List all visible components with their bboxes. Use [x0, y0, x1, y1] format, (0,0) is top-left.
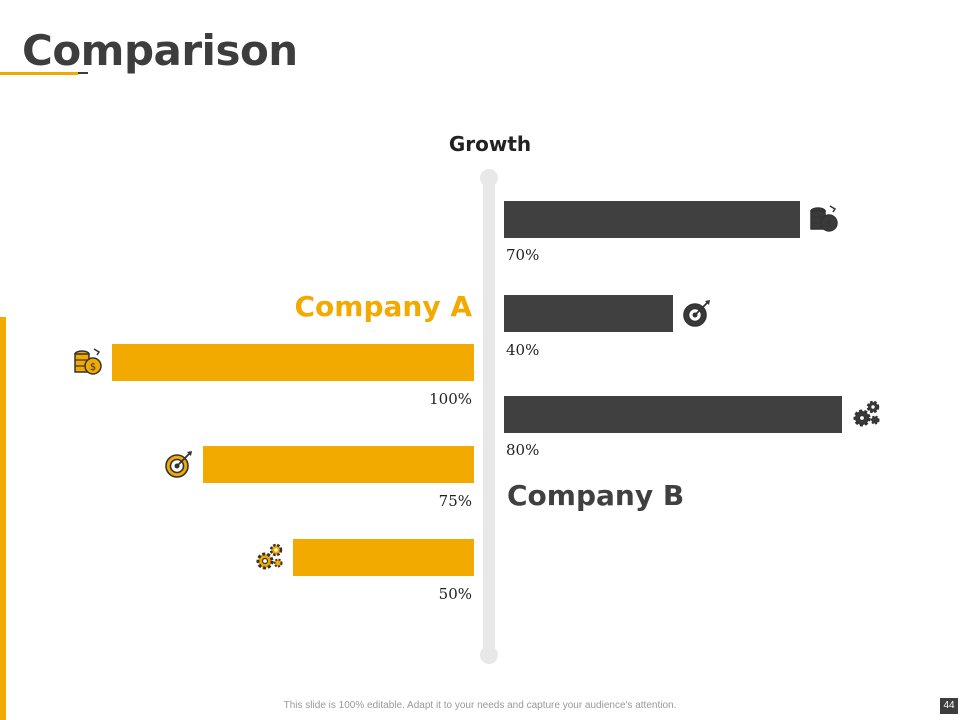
company-b-bar-target: [504, 295, 674, 332]
slide-title: Comparison: [22, 26, 298, 75]
company-b-value-label: 80%: [506, 441, 540, 459]
chart-title: Growth: [448, 132, 532, 156]
company-b-label: Company B: [507, 479, 685, 512]
gears-icon: [253, 541, 285, 573]
company-b-bar-gears: [504, 396, 843, 433]
coins-icon: $: [72, 346, 104, 378]
company-b-value-label: 40%: [506, 341, 540, 359]
footer-note: This slide is 100% editable. Adapt it to…: [283, 700, 677, 711]
page-number: 44: [940, 698, 958, 714]
company-a-value-label: 100%: [429, 390, 472, 408]
gears-icon: [850, 398, 882, 430]
svg-text:$: $: [826, 219, 832, 230]
company-b-value-label: 70%: [506, 246, 540, 264]
divider-top-dot: [480, 169, 498, 187]
target-icon: [163, 448, 195, 480]
title-underline-dark: [78, 72, 88, 74]
left-accent-bar: [0, 317, 6, 720]
divider-bottom-dot: [480, 646, 498, 664]
company-a-value-label: 50%: [438, 585, 472, 603]
coins-icon: $: [808, 203, 840, 235]
company-a-label: Company A: [294, 290, 472, 323]
company-a-bar-gears: [293, 539, 474, 576]
company-a-bar-coins: [112, 344, 474, 381]
target-icon: [681, 297, 713, 329]
title-underline: [0, 72, 78, 75]
company-b-bar-coins: [504, 201, 801, 238]
company-a-value-label: 75%: [438, 492, 472, 510]
company-a-bar-target: [202, 446, 474, 483]
svg-text:$: $: [90, 362, 96, 373]
center-divider: [483, 178, 495, 656]
